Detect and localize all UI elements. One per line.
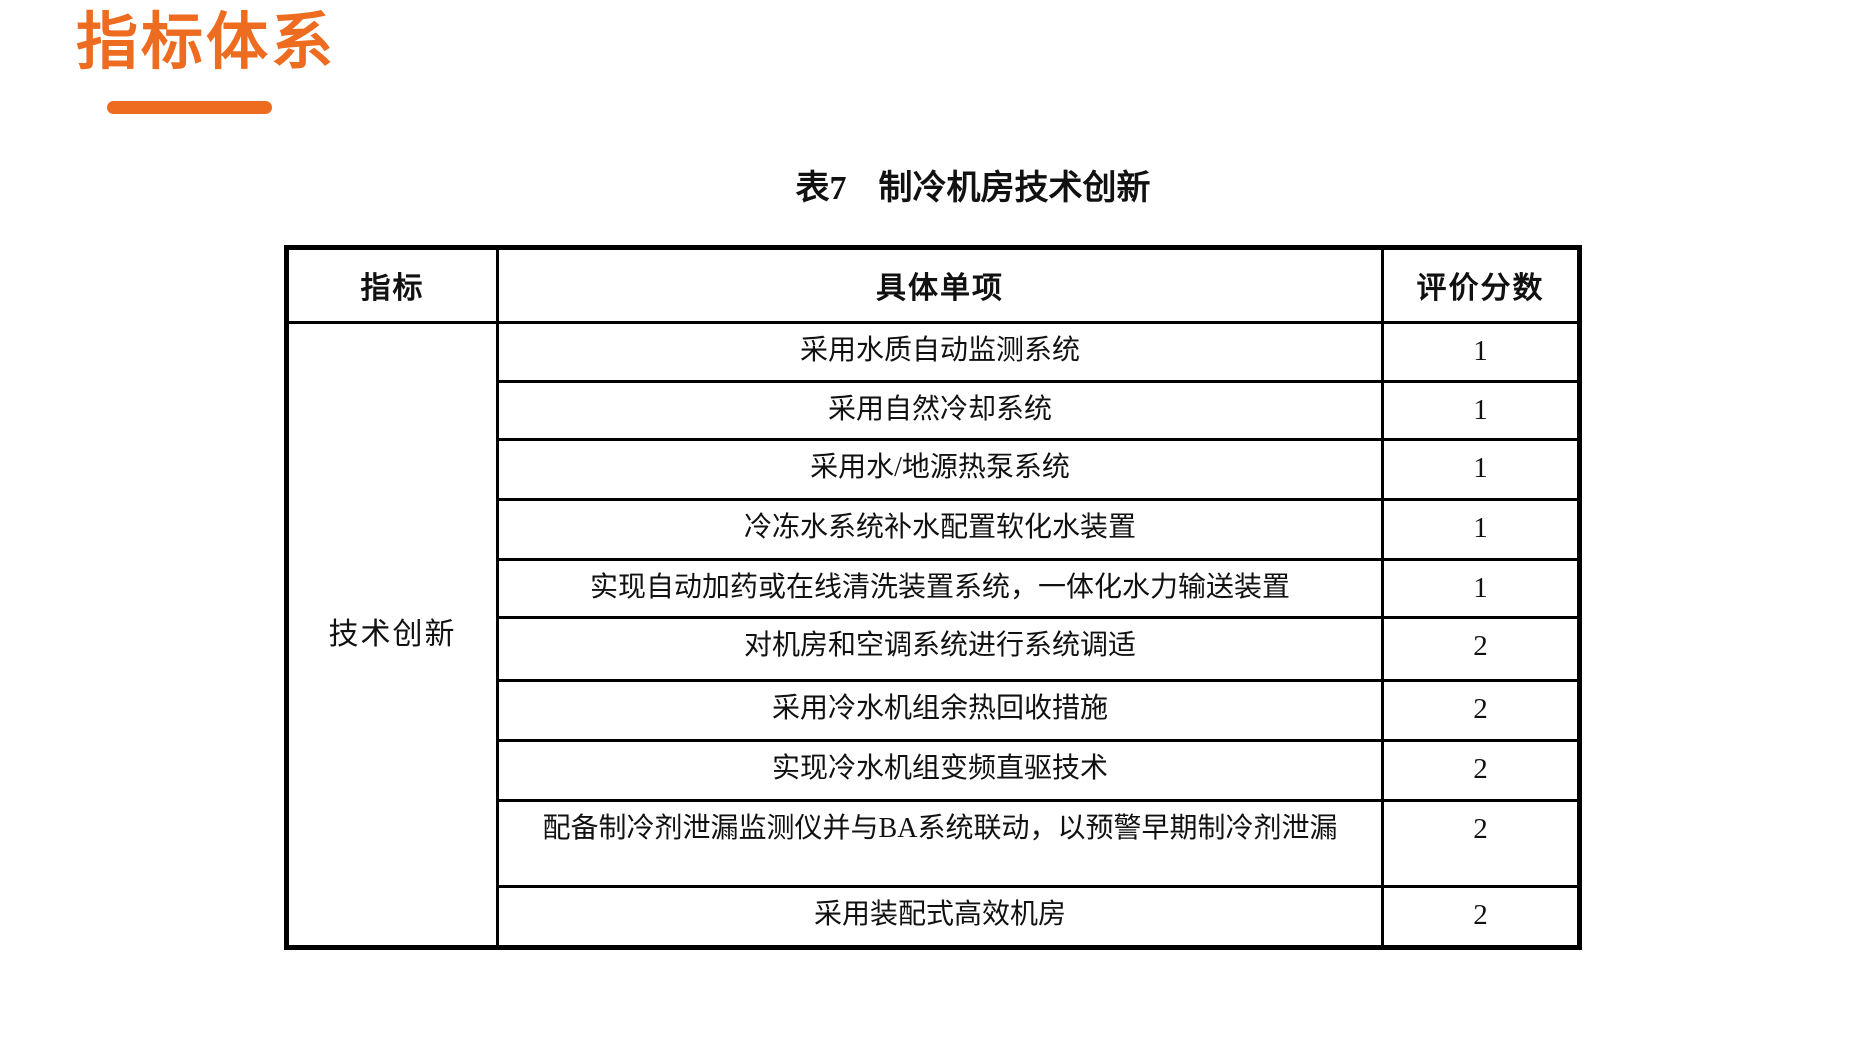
score-cell: 2 xyxy=(1381,739,1581,802)
table-caption-text: 制冷机房技术创新 xyxy=(878,170,1151,207)
item-cell: 采用装配式高效机房 xyxy=(496,885,1384,949)
score-cell: 2 xyxy=(1381,679,1581,742)
item-cell: 实现自动加药或在线清洗装置系统，一体化水力输送装置 xyxy=(496,558,1384,619)
item-cell: 采用自然冷却系统 xyxy=(496,380,1384,441)
table-caption-number: 表7 xyxy=(795,170,847,207)
item-cell: 实现冷水机组变频直驱技术 xyxy=(496,739,1384,802)
table-row: 对机房和空调系统进行系统调适 2 xyxy=(287,616,1581,682)
item-cell: 冷冻水系统补水配置软化水装置 xyxy=(496,498,1384,561)
header-row: 指标 具体单项 评价分数 xyxy=(285,246,1581,324)
table-row: 技术创新 采用水质自动监测系统 1 xyxy=(285,321,1581,949)
title-underline-bar xyxy=(107,101,272,114)
score-cell: 2 xyxy=(1381,616,1581,682)
table-row: 配备制冷剂泄漏监测仪并与BA系统联动，以预警早期制冷剂泄漏 2 xyxy=(287,799,1581,888)
score-cell: 1 xyxy=(1381,380,1581,441)
merged-indicator-cell: 技术创新 xyxy=(285,321,499,949)
item-cell: 对机房和空调系统进行系统调适 xyxy=(496,616,1384,682)
item-cell: 采用水质自动监测系统 xyxy=(496,321,1384,383)
table-row: 采用冷水机组余热回收措施 2 xyxy=(287,679,1581,742)
score-cell: 1 xyxy=(1381,438,1581,501)
score-cell: 2 xyxy=(1381,885,1581,949)
table-row: 采用水/地源热泵系统 1 xyxy=(287,438,1581,501)
table-row: 冷冻水系统补水配置软化水装置 1 xyxy=(287,498,1581,561)
table-caption: 表7 制冷机房技术创新 xyxy=(324,160,1622,209)
column-header-indicator: 指标 xyxy=(285,246,499,324)
table-row: 采用自然冷却系统 1 xyxy=(287,380,1581,441)
score-cell: 1 xyxy=(1381,558,1581,619)
column-header-item: 具体单项 xyxy=(496,246,1384,324)
table-row: 实现冷水机组变频直驱技术 2 xyxy=(287,739,1581,802)
item-cell: 采用冷水机组余热回收措施 xyxy=(496,679,1384,742)
page-title: 指标体系 xyxy=(76,8,337,77)
score-cell: 1 xyxy=(1381,498,1581,561)
score-cell: 1 xyxy=(1381,321,1581,383)
column-header-score: 评价分数 xyxy=(1381,246,1581,324)
score-table: 指标 具体单项 评价分数 技术创新 采用水质自动监测系统 1 采用自然冷却系统 … xyxy=(284,245,1582,950)
table-row: 采用装配式高效机房 2 xyxy=(287,885,1581,949)
item-cell: 采用水/地源热泵系统 xyxy=(496,438,1384,501)
item-cell: 配备制冷剂泄漏监测仪并与BA系统联动，以预警早期制冷剂泄漏 xyxy=(496,799,1384,888)
score-cell: 2 xyxy=(1381,799,1581,888)
table-row: 实现自动加药或在线清洗装置系统，一体化水力输送装置 1 xyxy=(287,558,1581,619)
